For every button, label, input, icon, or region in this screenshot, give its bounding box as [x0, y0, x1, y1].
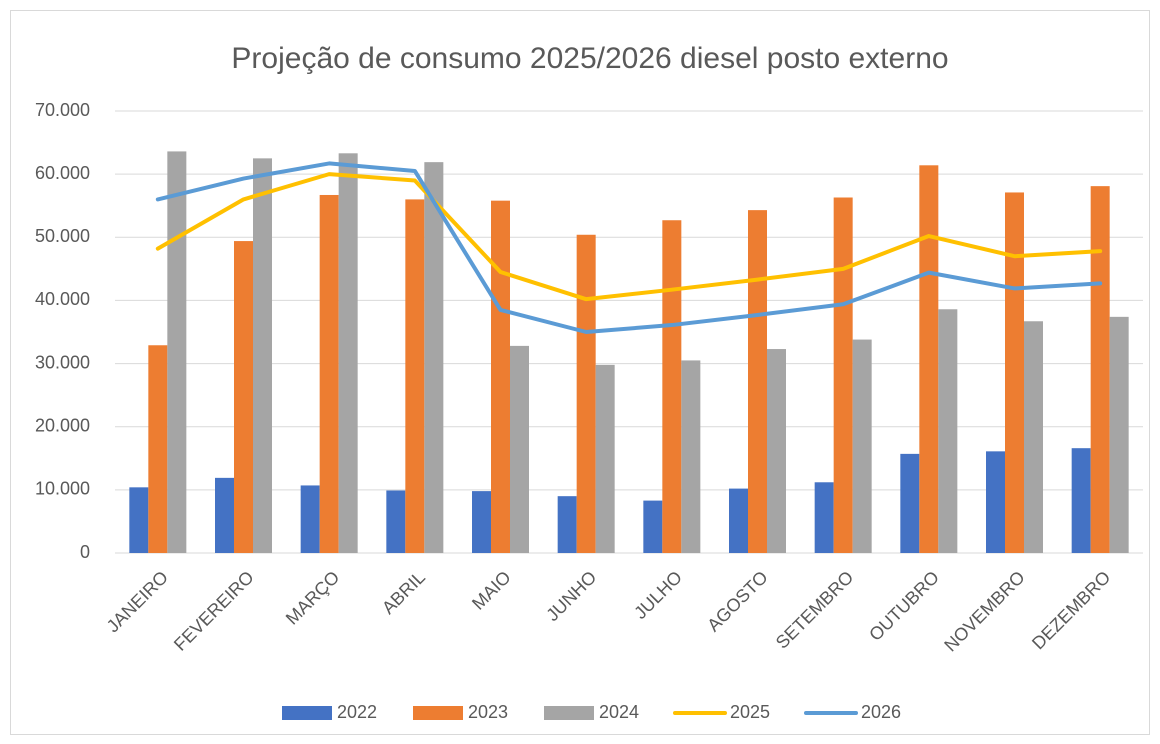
- legend-label: 2022: [337, 702, 377, 722]
- bar: [300, 485, 320, 553]
- bar: [900, 453, 920, 553]
- bar: [167, 151, 187, 553]
- bar: [405, 199, 425, 553]
- bar: [1071, 448, 1091, 553]
- bar: [938, 309, 958, 553]
- bar: [386, 490, 406, 553]
- line-series: [155, 172, 1103, 302]
- legend-swatch: [544, 706, 594, 720]
- bar: [148, 345, 168, 553]
- legend-label: 2026: [861, 702, 901, 722]
- bar: [643, 500, 663, 553]
- legend-swatch: [282, 706, 332, 720]
- y-tick-label: 30.000: [35, 352, 90, 372]
- bar: [1109, 316, 1129, 553]
- legend-label: 2025: [730, 702, 770, 722]
- bar: [1005, 192, 1024, 553]
- legend-label: 2023: [468, 702, 508, 722]
- y-tick-label: 50.000: [35, 226, 90, 246]
- y-tick-label: 0: [80, 542, 90, 562]
- bar: [319, 194, 339, 554]
- bar: [491, 200, 510, 554]
- bar: [662, 220, 682, 554]
- bar: [767, 349, 786, 553]
- bar: [129, 487, 149, 553]
- bar: [814, 482, 834, 553]
- y-tick-label: 10.000: [35, 479, 90, 499]
- bar: [557, 496, 577, 553]
- bar: [852, 339, 872, 553]
- bar: [472, 491, 491, 553]
- bar: [338, 153, 358, 553]
- bar: [729, 488, 748, 553]
- y-tick-label: 60.000: [35, 163, 90, 183]
- bar: [510, 345, 529, 553]
- y-tick-label: 70.000: [35, 100, 90, 120]
- bar: [253, 158, 272, 553]
- bar: [595, 364, 615, 553]
- y-tick-label: 20.000: [35, 415, 90, 435]
- bar: [681, 360, 701, 553]
- bar: [919, 165, 939, 553]
- bar: [986, 451, 1005, 553]
- bar: [833, 197, 853, 553]
- bar: [576, 234, 596, 553]
- bar: [424, 162, 444, 553]
- line-series: [155, 161, 1103, 334]
- bar: [748, 210, 767, 554]
- chart-title: Projeção de consumo 2025/2026 diesel pos…: [231, 42, 948, 75]
- y-tick-label: 40.000: [35, 289, 90, 309]
- bar: [234, 241, 253, 553]
- bar: [1024, 321, 1043, 553]
- bar: [215, 477, 234, 553]
- legend-swatch: [413, 706, 463, 720]
- bar: [1090, 186, 1110, 553]
- legend-label: 2024: [599, 702, 639, 722]
